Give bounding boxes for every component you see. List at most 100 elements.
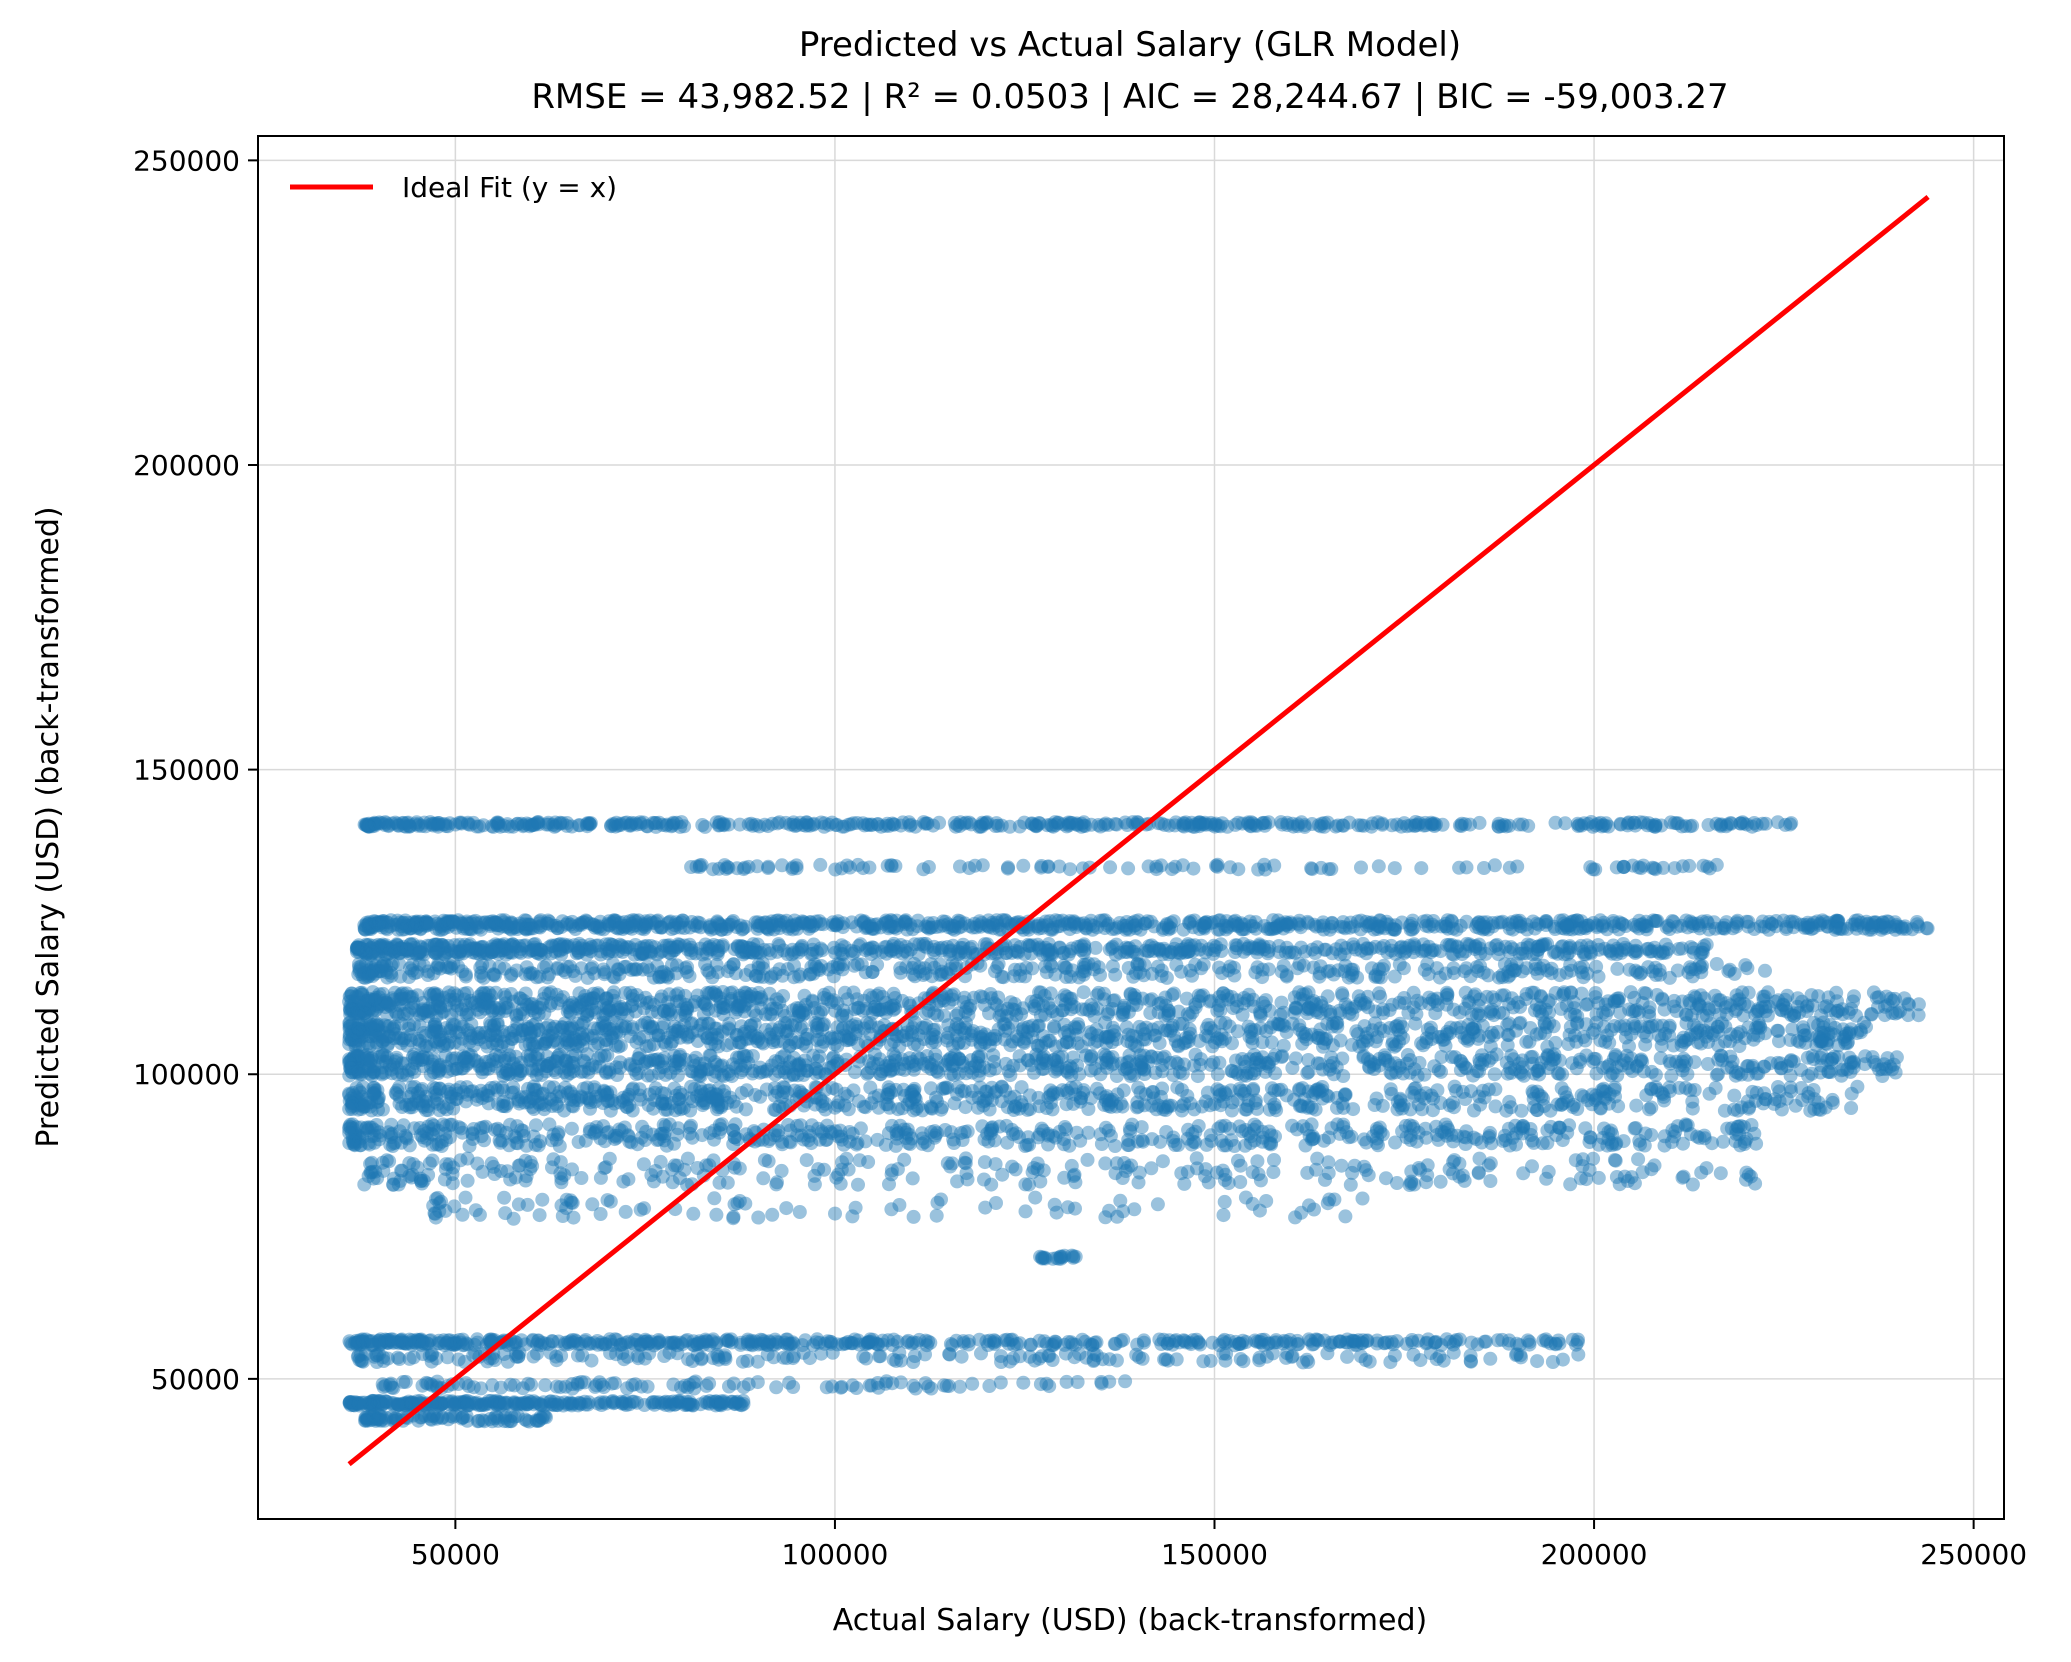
scatter-point — [1424, 816, 1438, 830]
scatter-point — [1119, 923, 1133, 937]
scatter-point — [1430, 992, 1444, 1006]
scatter-point — [1675, 819, 1689, 833]
scatter-point — [1117, 1008, 1131, 1022]
scatter-point — [1588, 863, 1602, 877]
scatter-point — [666, 816, 680, 830]
scatter-point — [927, 1006, 941, 1020]
scatter-point — [1393, 957, 1407, 971]
scatter-point — [360, 817, 374, 831]
scatter-point — [1331, 819, 1345, 833]
scatter-point — [1072, 970, 1086, 984]
scatter-point — [1458, 1002, 1472, 1016]
scatter-point — [1636, 996, 1650, 1010]
scatter-point — [1540, 964, 1554, 978]
scatter-point — [1407, 941, 1421, 955]
scatter-point — [979, 817, 993, 831]
scatter-point — [1414, 996, 1428, 1010]
scatter-point — [428, 1018, 442, 1032]
scatter-point — [632, 1032, 646, 1046]
scatter-point — [1750, 818, 1764, 832]
scatter-point — [1317, 919, 1331, 933]
scatter-point — [1360, 941, 1374, 955]
scatter-point — [765, 1022, 779, 1036]
scatter-point — [553, 816, 567, 830]
scatter-point — [1048, 968, 1062, 982]
scatter-point — [859, 1002, 873, 1016]
scatter-point — [673, 938, 687, 952]
scatter-point — [752, 961, 766, 975]
scatter-point — [1013, 969, 1027, 983]
scatter-point — [1570, 1016, 1584, 1030]
scatter-point — [753, 919, 767, 933]
scatter-point — [1624, 1027, 1638, 1041]
scatter-point — [992, 923, 1006, 937]
scatter-point — [826, 915, 840, 929]
scatter-point — [813, 858, 827, 872]
scatter-point — [716, 818, 730, 832]
scatter-point — [1131, 913, 1145, 927]
scatter-point — [1796, 1020, 1810, 1034]
scatter-point — [1586, 1055, 1600, 1069]
scatter-point — [722, 1023, 736, 1037]
scatter-point — [524, 922, 538, 936]
scatter-point — [789, 1036, 803, 1050]
scatter-point — [883, 920, 897, 934]
scatter-point — [1169, 958, 1183, 972]
scatter-point — [995, 970, 1009, 984]
scatter-point — [1124, 988, 1138, 1002]
scatter-point — [862, 861, 876, 875]
scatter-point — [798, 989, 812, 1003]
scatter-point — [1758, 1000, 1772, 1014]
scatter-point — [386, 957, 400, 971]
scatter-point — [1799, 1036, 1813, 1050]
scatter-point — [1189, 1000, 1203, 1014]
scatter-point — [1179, 1036, 1193, 1050]
scatter-point — [945, 989, 959, 1003]
scatter-point — [899, 916, 913, 930]
scatter-point — [392, 1031, 406, 1045]
scatter-point — [835, 1008, 849, 1022]
scatter-point — [413, 940, 427, 954]
scatter-point — [876, 990, 890, 1004]
scatter-point — [861, 942, 875, 956]
scatter-point — [1367, 917, 1381, 931]
chart-subtitle: RMSE = 43,982.52 | R² = 0.0503 | AIC = 2… — [531, 77, 1728, 117]
scatter-point — [1371, 815, 1385, 829]
scatter-point — [1656, 946, 1670, 960]
scatter-point — [1498, 957, 1512, 971]
scatter-point — [1257, 858, 1271, 872]
scatter-point — [368, 1023, 382, 1037]
scatter-point — [1345, 1002, 1359, 1016]
scatter-point — [1532, 918, 1546, 932]
scatter-point — [1165, 1021, 1179, 1035]
scatter-point — [1662, 1029, 1676, 1043]
scatter-point — [597, 967, 611, 981]
scatter-point — [1292, 1018, 1306, 1032]
scatter-point — [1342, 971, 1356, 985]
scatter-point — [1787, 1009, 1801, 1023]
scatter-point — [873, 1003, 887, 1017]
scatter-point — [1817, 1020, 1831, 1034]
scatter-point — [798, 1006, 812, 1020]
scatter-point — [790, 861, 804, 875]
chart-title: Predicted vs Actual Salary (GLR Model) — [799, 25, 1461, 65]
scatter-point — [1740, 961, 1754, 975]
scatter-point — [369, 991, 383, 1005]
scatter-point — [356, 1025, 370, 1039]
scatter-point — [602, 914, 616, 928]
scatter-point — [1485, 1003, 1499, 1017]
scatter-point — [1718, 1034, 1732, 1048]
scatter-point — [1105, 922, 1119, 936]
scatter-point — [860, 817, 874, 831]
scatter-point — [854, 914, 868, 928]
scatter-point — [908, 1016, 922, 1030]
scatter-point — [1710, 957, 1724, 971]
scatter-point — [419, 916, 433, 930]
scatter-point — [1548, 922, 1562, 936]
scatter-point — [1121, 861, 1135, 875]
scatter-point — [1110, 1032, 1124, 1046]
scatter-point — [1193, 817, 1207, 831]
scatter-point — [1110, 818, 1124, 832]
scatter-point — [1237, 991, 1251, 1005]
scatter-point — [1650, 914, 1664, 928]
